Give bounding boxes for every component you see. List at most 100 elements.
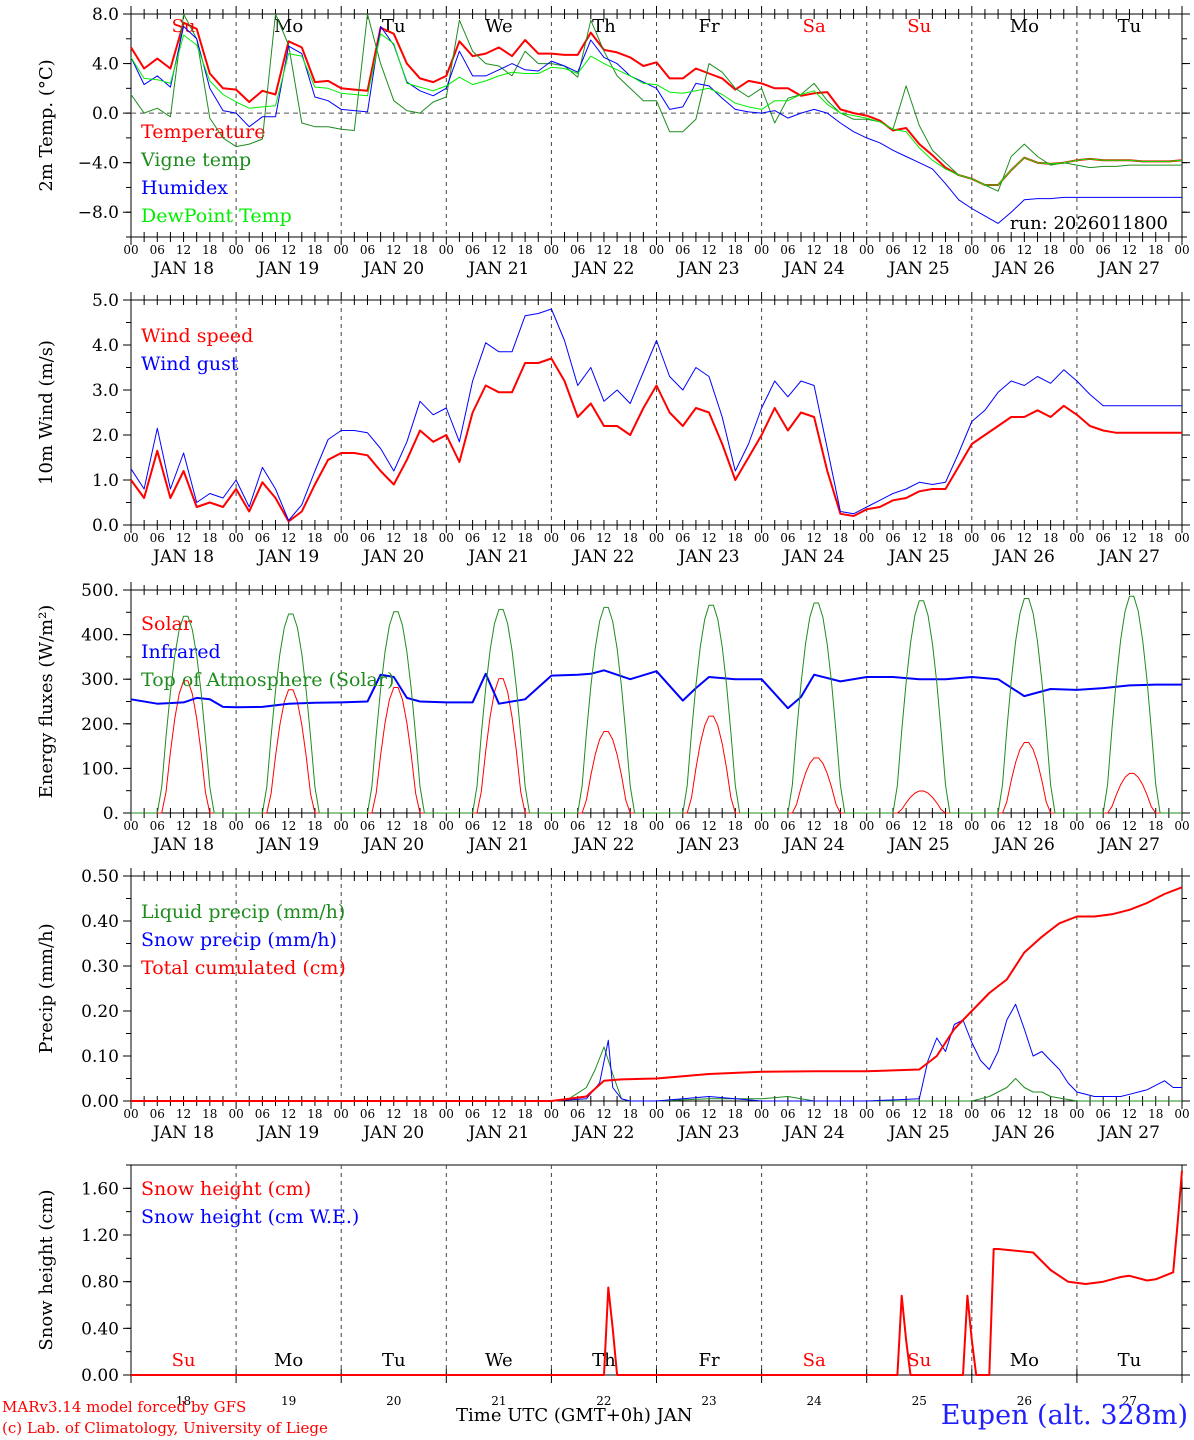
- x-hour-tick-label: 06: [150, 531, 165, 545]
- x-hour-tick-label: 18: [202, 531, 217, 545]
- series-line-vigne-temp: [130, 13, 1182, 192]
- x-hour-tick-label: 06: [675, 819, 690, 833]
- x-hour-tick-label: 06: [360, 243, 375, 257]
- weekday-label: Tu: [382, 1350, 406, 1371]
- y-tick-label: 0.00: [81, 1092, 119, 1112]
- x-hour-tick-label: 12: [491, 243, 506, 257]
- series-line-infrared: [130, 669, 1182, 710]
- x-hour-tick-label: 06: [885, 531, 900, 545]
- y-tick-label: 0.0: [92, 516, 119, 536]
- x-hour-tick-label: 12: [1122, 531, 1137, 545]
- weekday-label: Mo: [1010, 1350, 1039, 1371]
- x-hour-tick-label: 00: [859, 819, 874, 833]
- x-hour-tick-label: 12: [386, 531, 401, 545]
- x-hour-tick-label: 00: [334, 243, 349, 257]
- x-date-label: JAN 25: [887, 835, 950, 855]
- x-hour-tick-label: 12: [1017, 243, 1032, 257]
- series-line-top-of-atmosphere-solar: [131, 595, 1182, 814]
- x-date-label: JAN 18: [151, 835, 214, 855]
- y-axis-label: Energy fluxes (W/m²): [36, 605, 57, 799]
- x-hour-tick-label: 00: [754, 531, 769, 545]
- x-hour-tick-label: 00: [859, 531, 874, 545]
- x-hour-tick-label: 00: [439, 1107, 454, 1121]
- x-hour-tick-label: 18: [517, 531, 532, 545]
- weekday-label: Sa: [803, 1350, 826, 1371]
- x-hour-tick-label: 06: [885, 243, 900, 257]
- x-hour-tick-label: 06: [360, 819, 375, 833]
- weekday-label: Tu: [1118, 16, 1142, 37]
- x-hour-tick-label: 00: [334, 819, 349, 833]
- x-hour-tick-label: 06: [675, 531, 690, 545]
- x-date-label: JAN 26: [992, 547, 1055, 567]
- y-tick-label: 1.60: [81, 1179, 119, 1199]
- x-hour-tick-label: 18: [307, 1107, 322, 1121]
- y-tick-label: −8.0: [78, 203, 119, 223]
- x-hour-tick-label: 00: [544, 819, 559, 833]
- x-hour-tick-label: 18: [938, 1107, 953, 1121]
- y-tick-label: 100.: [81, 759, 119, 779]
- x-hour-tick-label: 12: [176, 243, 191, 257]
- y-tick-label: 4.0: [92, 55, 119, 75]
- x-hour-tick-label: 12: [701, 1107, 716, 1121]
- x-hour-tick-label: 12: [1122, 1107, 1137, 1121]
- y-tick-label: 0.20: [81, 1002, 119, 1022]
- run-label: run: 2026011800: [1010, 213, 1168, 234]
- x-hour-tick-label: 06: [885, 1107, 900, 1121]
- y-tick-label: 500.: [81, 581, 119, 601]
- x-hour-tick-label: 12: [386, 1107, 401, 1121]
- x-hour-tick-label: 00: [228, 243, 243, 257]
- y-tick-label: 0.10: [81, 1047, 119, 1067]
- x-date-label: JAN 23: [677, 1123, 740, 1143]
- x-date-label: JAN 21: [466, 835, 529, 855]
- x-hour-tick-label: 18: [1043, 819, 1058, 833]
- x-date-label: JAN 18: [151, 1123, 214, 1143]
- x-hour-tick-label: 12: [912, 531, 927, 545]
- model-credit: MARv3.14 model forced by GFS: [2, 1398, 247, 1416]
- x-hour-tick-label: 00: [1069, 243, 1084, 257]
- x-date-label: JAN 25: [887, 547, 950, 567]
- x-hour-tick-label: 06: [990, 243, 1005, 257]
- weekday-label: Su: [907, 1350, 931, 1371]
- x-date-label: JAN 24: [782, 1123, 845, 1143]
- x-date-label: JAN 27: [1097, 547, 1160, 567]
- weekday-label: Su: [172, 1350, 196, 1371]
- x-minor-ticks: [130, 292, 1183, 533]
- x-date-label: JAN 19: [256, 547, 319, 567]
- x-date-label: JAN 22: [571, 835, 634, 855]
- x-day-number-label: 20: [386, 1394, 401, 1408]
- x-hour-tick-label: 00: [123, 243, 138, 257]
- x-hour-tick-label: 00: [1069, 1107, 1084, 1121]
- x-hour-tick-label: 18: [728, 243, 743, 257]
- x-hour-tick-label: 12: [912, 243, 927, 257]
- x-hour-tick-label: 06: [150, 819, 165, 833]
- x-day-number-label: 23: [701, 1394, 716, 1408]
- y-tick-label: 300.: [81, 670, 119, 690]
- x-date-label: JAN 22: [571, 1123, 634, 1143]
- x-hour-tick-label: 06: [465, 531, 480, 545]
- x-day-number-label: 21: [491, 1394, 506, 1408]
- x-hour-tick-label: 06: [675, 243, 690, 257]
- x-hour-tick-label: 12: [1122, 243, 1137, 257]
- x-hour-tick-label: 18: [623, 531, 638, 545]
- weekday-label: We: [485, 16, 513, 37]
- x-date-label: JAN 22: [571, 259, 634, 279]
- x-hour-tick-label: 00: [964, 531, 979, 545]
- y-tick-label: 0.30: [81, 957, 119, 977]
- x-date-label: JAN 21: [466, 1123, 529, 1143]
- weekday-label: Mo: [274, 16, 303, 37]
- x-hour-tick-label: 18: [1043, 1107, 1058, 1121]
- y-tick-label: 400.: [81, 626, 119, 646]
- x-hour-tick-label: 18: [623, 1107, 638, 1121]
- x-day-number-label: 26: [1017, 1394, 1032, 1408]
- x-hour-tick-label: 00: [123, 819, 138, 833]
- x-hour-tick-label: 18: [1148, 1107, 1163, 1121]
- lab-credit: (c) Lab. of Climatology, University of L…: [2, 1419, 328, 1437]
- x-day-number-label: 25: [912, 1394, 927, 1408]
- weekday-label: Th: [592, 16, 616, 37]
- x-hour-tick-label: 18: [728, 1107, 743, 1121]
- x-hour-tick-label: 12: [491, 531, 506, 545]
- x-hour-tick-label: 18: [307, 243, 322, 257]
- x-hour-tick-label: 06: [885, 819, 900, 833]
- series-line-snow-height-cm: [131, 1170, 1183, 1376]
- x-hour-tick-label: 00: [439, 531, 454, 545]
